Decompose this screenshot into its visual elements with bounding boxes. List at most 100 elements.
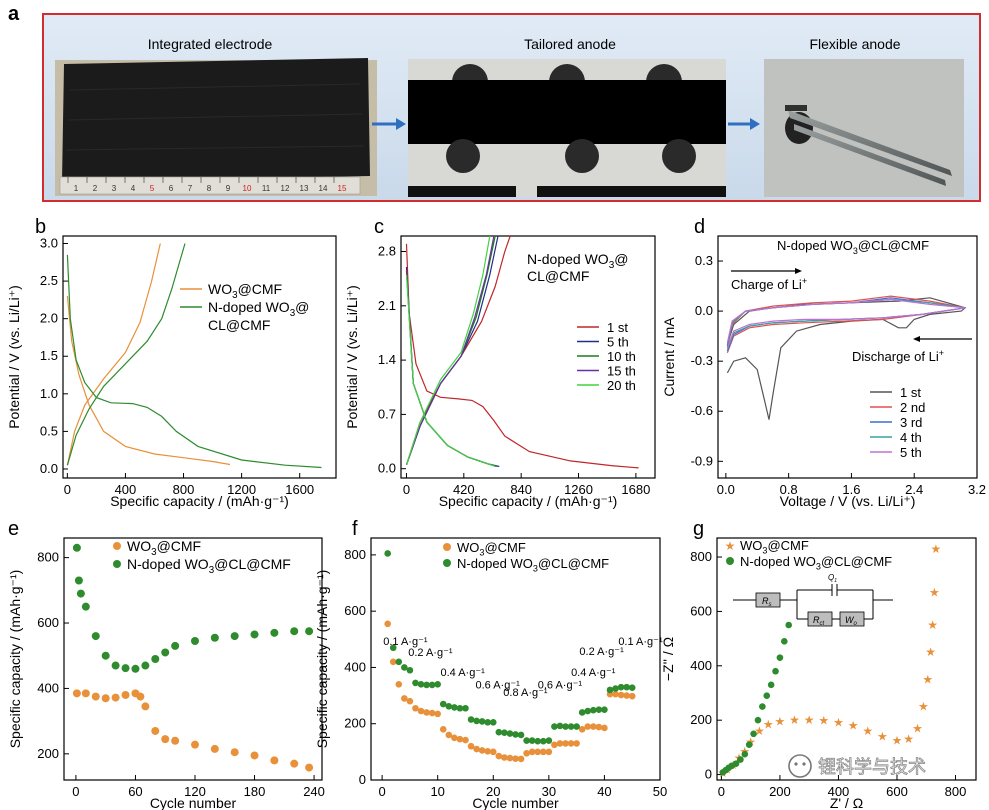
chart-b-potential-profiles: 0 400 800 1200 1600 0.0 0.5 1.0 1.5 2.0 2.5 3.0 Spec… [6,235,337,509]
legend-label-0-part1: WO [457,540,479,555]
data-point [489,719,497,726]
disc-bottom-3 [662,139,696,173]
data-point [412,679,419,687]
chart-c-title-line2: CL@CMF [527,268,589,284]
data-point [578,726,586,733]
plot-frame-g [716,537,977,781]
data-point [111,661,120,670]
y-tick-label: 1.0 [40,386,58,401]
legend-label-0-sub: 3 [762,546,767,556]
y-tick-label: 600 [344,603,366,618]
ruler-digit: 3 [112,184,117,193]
circuit-cpe-label: Q [828,573,834,582]
panel-a-title-3: Flexible anode [809,36,900,52]
data-point [76,589,85,598]
series-line [726,298,966,349]
legend-label-0-part1: WO [127,538,151,554]
data-point [401,664,408,671]
svg-text:Discharge of Li+: Discharge of Li+ [852,348,944,364]
data-point [171,641,180,650]
charge-sup: + [802,276,807,286]
legend-label-d: 4 th [900,430,922,445]
data-point [72,543,81,552]
y-tick-label: 0.0 [695,303,713,318]
data-point [590,706,597,714]
watermark: 锂科学与技术 [788,754,926,778]
data-point [451,704,458,711]
x-tick-label: 20 [486,784,500,799]
y-tick-label: 800 [344,547,366,562]
data-point [456,704,464,712]
ruler-digit: 15 [338,184,347,193]
series-line [66,243,161,466]
y-tick-label: 1.4 [378,352,396,367]
panel-a-title-2: Tailored anode [524,36,616,52]
legend-label-0: WO3@CMF [740,538,809,556]
data-point [141,702,150,711]
data-point: ★ [818,714,829,728]
data-point [495,728,503,736]
electrode-strip [408,80,726,144]
data-point [737,756,744,763]
data-point [81,689,90,698]
legend-label-d: 3 rd [900,415,922,430]
data-point [617,683,625,691]
tailored-anode-photo [408,59,726,197]
data-point [489,748,497,756]
y-tick-label: 0 [359,772,366,787]
legend-label-b-0: WO3@CMF [208,281,282,301]
x-axis-label-e: Cycle number [150,795,237,810]
legend-label-d: 5 th [900,445,922,460]
ruler-digit: 12 [281,184,290,193]
svg-text:Rs: Rs [762,596,772,608]
data-point [606,686,614,694]
data-point [151,726,160,735]
x-tick-label: 420 [453,482,475,497]
data-point [136,692,145,701]
data-point [556,740,564,747]
data-point: ★ [775,715,786,729]
data-point [456,735,464,743]
equivalent-circuit: Rs Q1 Rct Wo [733,573,893,627]
chart-e-cycling-stability: 0 60 120 180 240 200 400 600 800 Cycle number Spec… [7,537,325,810]
data-point [628,692,636,700]
data-point [595,723,603,731]
y-tick-label: 2.8 [378,244,396,259]
chart-c-cycle-profiles: 0 420 840 1260 1680 0.0 0.7 1.4 2.1 2.8 Specific c… [344,235,656,509]
series-line [405,274,496,467]
x-tick-label: 10 [430,784,444,799]
legend-marker [443,543,451,551]
data-point [763,692,771,700]
data-point [74,576,83,585]
data-point [131,664,140,673]
data-point [171,736,180,745]
svg-text:N-doped WO3@: N-doped WO3@ [527,251,628,271]
y-tick-label: 800 [37,550,59,565]
panel-a: a Integrated electrode Tailored anode Fl… [8,3,981,202]
data-point [451,734,458,742]
data-point [601,706,608,713]
data-point [478,718,486,725]
legend-label-0-part2: @CMF [157,538,202,554]
data-point [428,709,436,717]
data-point [270,628,279,637]
data-point [406,666,414,674]
integrated-electrode-photo: 1 2 3 4 5 6 7 8 9 10 11 12 13 14 15 [55,58,377,196]
data-point [512,731,519,738]
circuit-w-sub: o [854,621,858,627]
x-tick-label: 840 [510,482,532,497]
x-tick-label: 0 [718,784,725,799]
ruler-digit: 13 [300,184,309,193]
data-point [562,740,569,747]
data-point [462,736,469,744]
chart-d-title-l1: N-doped WO [777,238,853,253]
data-point [190,637,199,646]
legend-label-0-part1: WO [740,538,762,553]
y-tick-label: 2.5 [40,273,58,288]
data-point [445,731,453,739]
data-point [601,724,608,732]
data-point [523,749,530,757]
plot-frame-b [62,235,337,479]
data-point [161,735,170,744]
